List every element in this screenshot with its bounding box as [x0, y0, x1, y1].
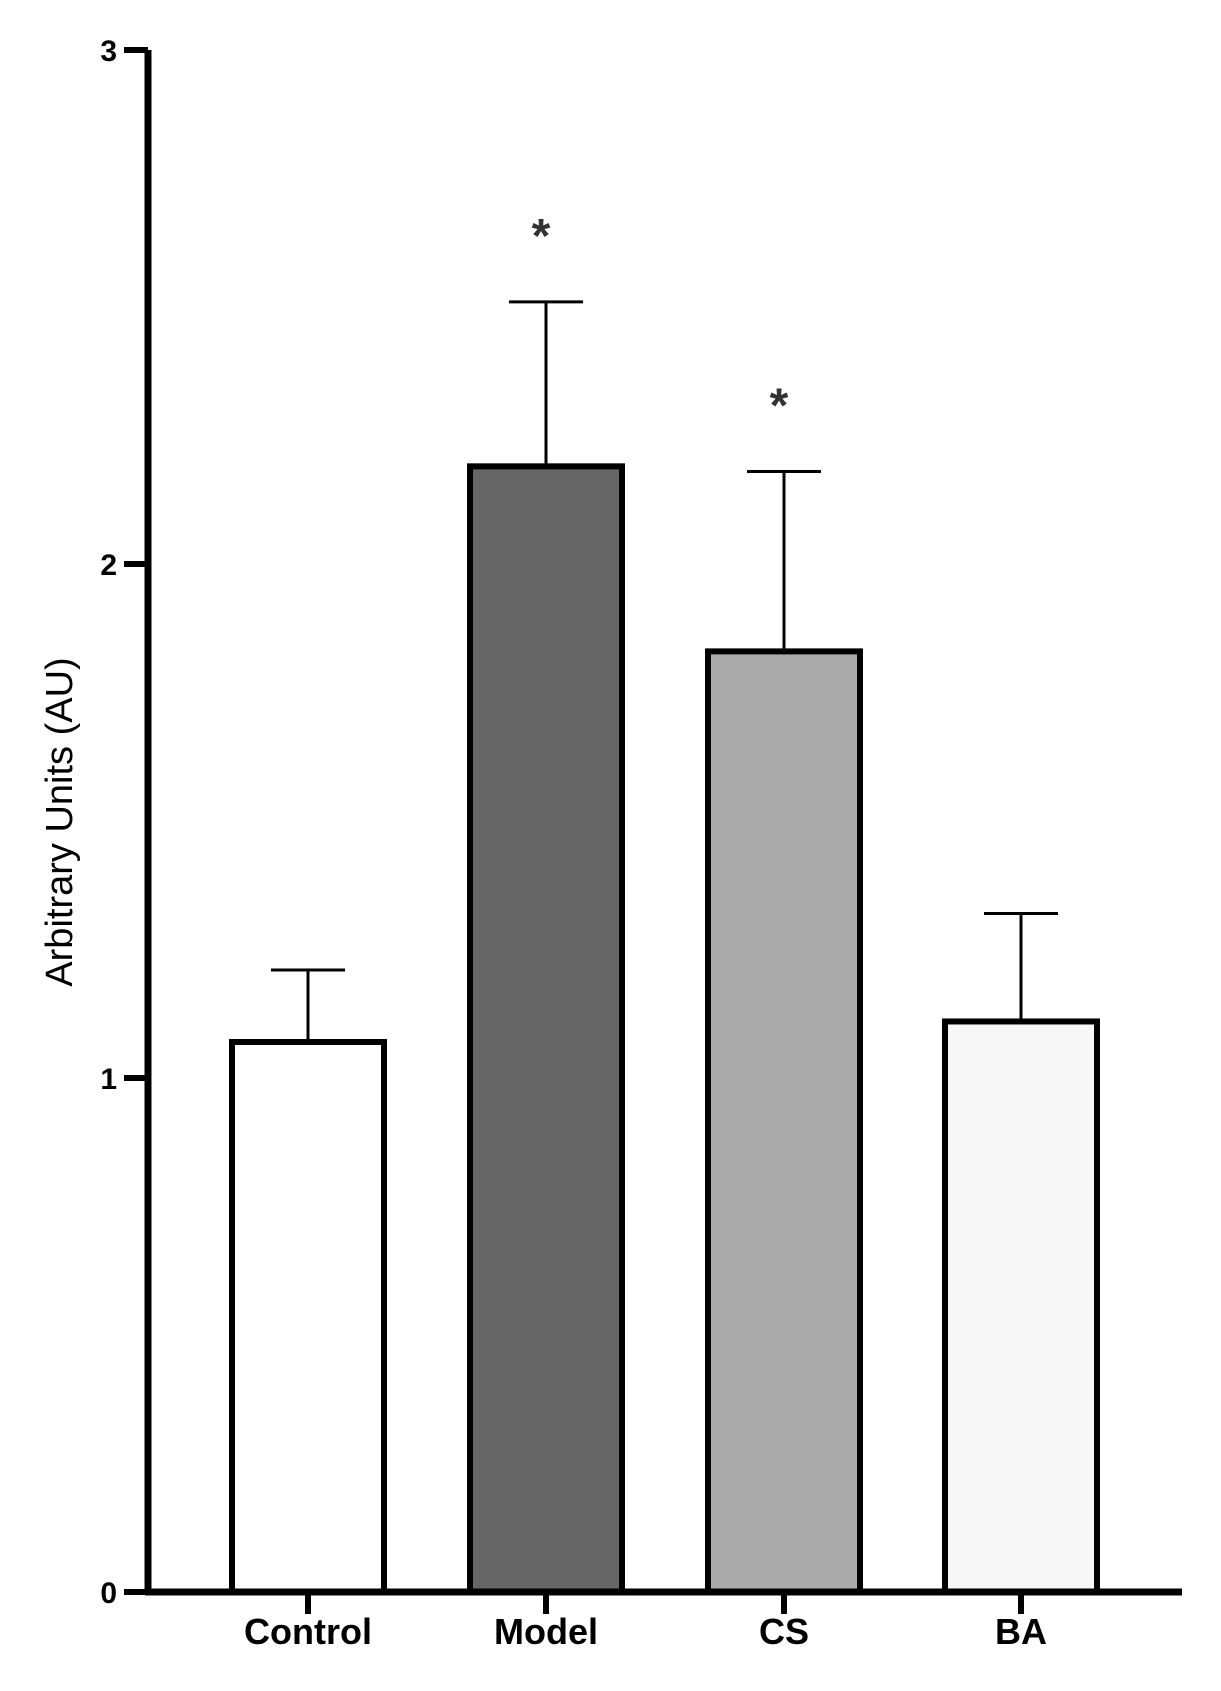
- y-tick-label-2: 2: [100, 549, 117, 582]
- x-tick-label-model: Model: [494, 1611, 598, 1652]
- significance-marker-cs: *: [770, 379, 789, 432]
- bar-ba: [942, 1018, 1100, 1595]
- y-axis-title: Arbitrary Units (AU): [39, 657, 81, 986]
- y-tick-label-0: 0: [100, 1577, 117, 1610]
- axes-layer: [124, 47, 1182, 1614]
- y-tick-label-1: 1: [100, 1063, 117, 1096]
- labels-layer: Arbitrary Units (AU) Control * Model * CS BA 0…: [39, 35, 1047, 1652]
- bar-control: [229, 1039, 387, 1595]
- y-tick-label-3: 3: [100, 35, 117, 68]
- error-bars-layer: [271, 300, 1058, 1043]
- x-tick-label-ba: BA: [995, 1611, 1047, 1652]
- bars-layer: [229, 463, 1100, 1596]
- bar-cs: [705, 648, 863, 1595]
- x-tick-label-control: Control: [244, 1611, 372, 1652]
- x-tick-label-cs: CS: [759, 1611, 809, 1652]
- bar-model: [467, 463, 625, 1596]
- significance-marker-model: *: [532, 210, 551, 263]
